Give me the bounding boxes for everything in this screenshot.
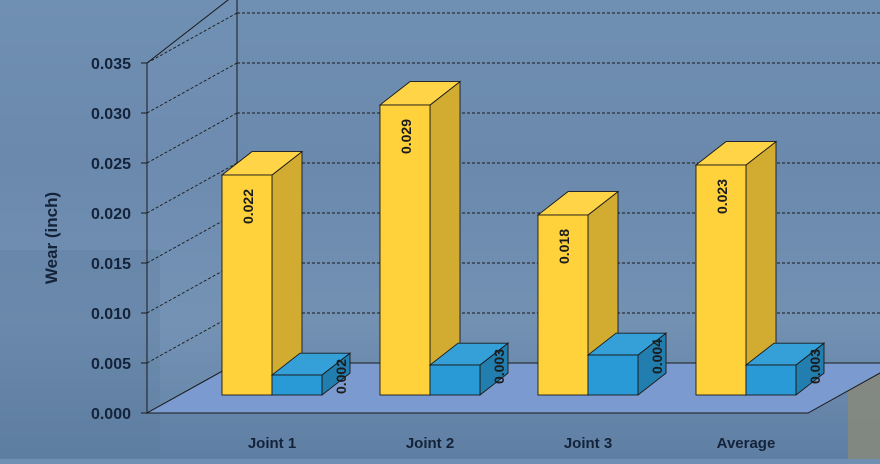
bar-s1-joint-3-front bbox=[537, 214, 589, 396]
y-axis-label: Wear (inch) bbox=[42, 192, 61, 284]
x-category-label: Joint 3 bbox=[564, 435, 612, 452]
bar-s2-joint-2 bbox=[428, 342, 510, 396]
bar-s1-average bbox=[694, 140, 778, 396]
bar-value-label: 0.003 bbox=[807, 349, 823, 384]
bar-s2-joint-3-front bbox=[587, 354, 639, 396]
bar-s2-joint-1-front bbox=[271, 374, 323, 396]
bar-value-label: 0.022 bbox=[240, 189, 256, 224]
y-tick-label: 0.030 bbox=[91, 106, 131, 123]
bar-s1-joint-2 bbox=[378, 80, 462, 396]
bar-s1-joint-2-front bbox=[379, 104, 431, 396]
bar-s2-average-front bbox=[745, 364, 797, 396]
x-category-labels: Joint 1 Joint 2 Joint 3 Average bbox=[248, 435, 776, 452]
x-category-label: Average bbox=[717, 435, 776, 452]
x-category-label: Joint 2 bbox=[406, 435, 454, 452]
bar-s1-joint-1-front bbox=[221, 174, 273, 396]
bars: 0.022 0.002 0.029 0.003 0.018 0.004 0.023 0.003 bbox=[220, 80, 826, 396]
y-tick-label: 0.000 bbox=[91, 406, 131, 423]
y-tick-labels: 0.000 0.005 0.010 0.015 0.020 0.025 0.030 0.035 bbox=[91, 56, 147, 423]
y-tick-label: 0.015 bbox=[91, 256, 131, 273]
grid-line-side bbox=[146, 162, 238, 214]
bar-value-label: 0.003 bbox=[491, 349, 507, 384]
bar-value-label: 0.002 bbox=[333, 359, 349, 394]
bar-s2-joint-1 bbox=[270, 352, 352, 396]
y-tick-label: 0.025 bbox=[91, 156, 131, 173]
bar-value-label: 0.018 bbox=[556, 229, 572, 264]
background-decoration bbox=[0, 250, 880, 459]
bar-s2-joint-2-front bbox=[429, 364, 481, 396]
grid-line-side bbox=[146, 112, 238, 164]
bar-s1-average-front bbox=[695, 164, 747, 396]
x-category-label: Joint 1 bbox=[248, 435, 296, 452]
bar-value-label: 0.029 bbox=[398, 119, 414, 154]
bar-s2-average bbox=[744, 342, 826, 396]
y-tick-label: 0.035 bbox=[91, 56, 131, 73]
grid-line-side bbox=[146, 62, 238, 114]
y-tick-label: 0.020 bbox=[91, 206, 131, 223]
bar-s1-joint-1 bbox=[220, 150, 304, 396]
bar-value-label: 0.004 bbox=[649, 339, 665, 374]
bar-value-label: 0.023 bbox=[714, 179, 730, 214]
y-tick-label: 0.010 bbox=[91, 306, 131, 323]
y-tick-label: 0.005 bbox=[91, 356, 131, 373]
bar-s2-joint-3 bbox=[586, 332, 668, 396]
grid-line-side bbox=[146, 12, 238, 64]
